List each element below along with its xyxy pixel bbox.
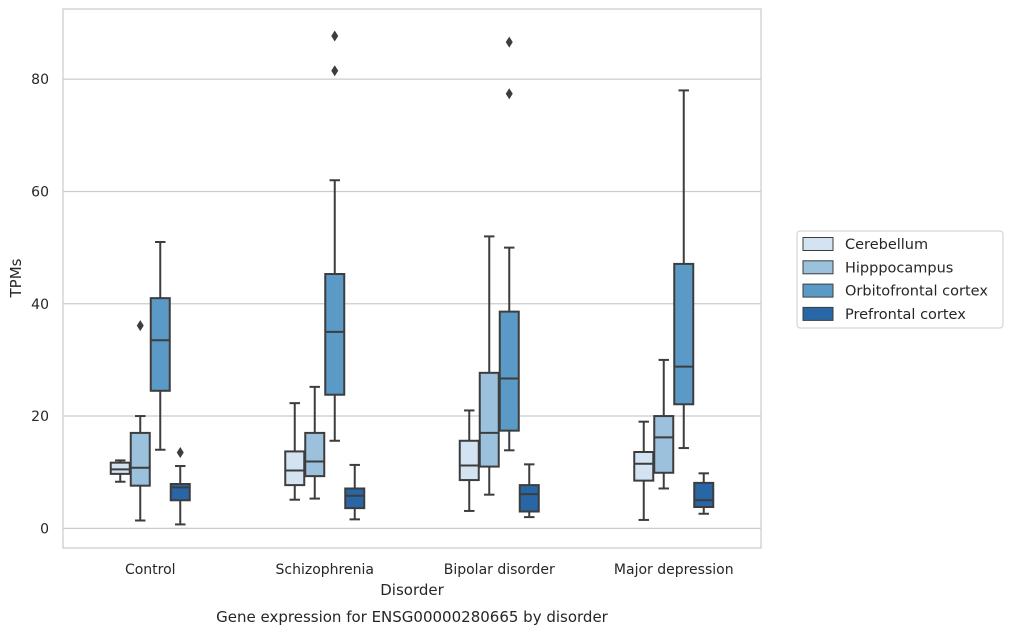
box-body [478,371,500,468]
x-tick-label: Control [125,562,176,578]
y-tick-label: 60 [31,184,49,200]
box-prefrontal-cortex [344,463,366,521]
box-orbitofrontal-cortex [498,36,520,452]
box-hipppocampus [129,320,151,522]
y-tick-label: 20 [31,409,49,425]
legend-frame [796,230,1004,329]
box-body [458,439,480,482]
legend: Cerebellum Hipppocampus Orbitofrontal cort… [796,230,1004,329]
y-axis-label: TPMs [7,258,25,298]
plot-frame [62,8,762,549]
box-orbitofrontal-cortex [149,241,171,451]
outlier-point [176,447,184,459]
legend-swatch [802,260,834,275]
box-prefrontal-cortex [518,463,540,519]
box-body [109,461,131,475]
y-tick-label: 40 [31,297,49,313]
box-body [693,481,715,509]
box-prefrontal-cortex [169,447,191,526]
box-body [673,262,695,406]
box-body [653,415,675,474]
box-hipppocampus [653,358,675,490]
box-cerebellum [458,409,480,512]
x-tick-label: Bipolar disorder [444,562,555,578]
box-cerebellum [633,420,655,521]
y-tick-label: 0 [40,521,49,537]
box-hipppocampus [478,235,500,496]
chart-caption: Gene expression for ENSG00000280665 by d… [216,608,609,626]
outlier-point [505,88,513,100]
box-body [304,431,326,478]
box-body [129,431,151,487]
box-body [498,310,520,432]
legend-label: Cerebellum [845,237,928,253]
x-tick-labels: Control Schizophrenia Bipolar disorder Majo… [125,562,734,578]
box-body [633,450,655,482]
box-groups [109,30,715,526]
box-body [149,297,171,392]
box-body [344,487,366,510]
outlier-point [136,320,144,332]
legend-swatch [802,237,834,251]
outlier-point [331,65,339,77]
box-cerebellum [284,402,306,501]
box-body [518,484,540,513]
y-tick-labels: 0 20 40 60 80 [31,72,49,537]
legend-swatch [802,283,834,298]
outlier-point [331,30,339,42]
y-tick-label: 80 [31,72,49,88]
outlier-point [505,36,513,48]
box-cerebellum [109,459,131,483]
box-orbitofrontal-cortex [673,89,695,450]
box-hipppocampus [304,385,326,500]
legend-swatch [802,306,834,321]
box-orbitofrontal-cortex [324,30,346,442]
legend-label: Prefrontal cortex [845,307,966,323]
x-tick-label: Schizophrenia [276,562,374,578]
legend-label: Hipppocampus [845,260,953,276]
legend-label: Orbitofrontal cortex [845,284,988,300]
x-tick-label: Major depression [614,562,734,578]
box-prefrontal-cortex [693,472,715,515]
box-body [324,273,346,396]
box-body [284,450,306,487]
x-axis-label: Disorder [380,581,444,599]
gridlines [63,78,761,529]
